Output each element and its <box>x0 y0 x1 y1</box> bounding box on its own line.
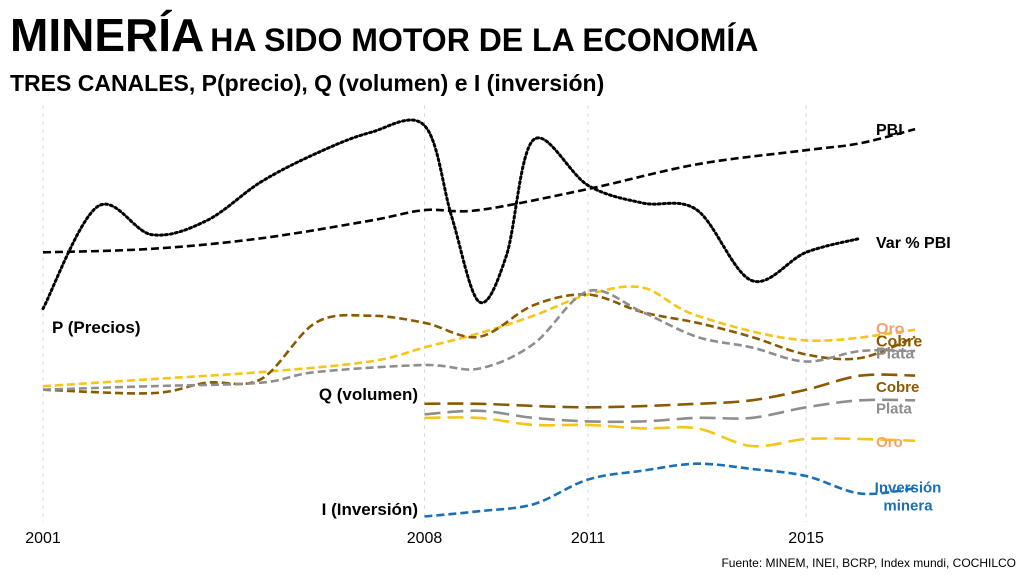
x-tick-2011: 2011 <box>571 530 606 547</box>
series-line-p_plata <box>42 288 916 391</box>
series-line-pbi <box>42 127 916 254</box>
x-axis-ticks: 2001 2008 2011 2015 <box>25 530 824 547</box>
chart-subtitle: TRES CANALES, P(precio), Q (volumen) e I… <box>10 70 605 96</box>
series-label-q_cobre: Cobre <box>876 379 919 396</box>
series-label-pbi: PBI <box>876 122 903 139</box>
series-label-inversion: Inversión minera <box>875 480 942 515</box>
series-label-p_plata: Plata <box>876 346 914 363</box>
x-tick-2008: 2008 <box>407 530 443 547</box>
group-label-inversion: I (Inversión) <box>322 500 418 519</box>
title-main: MINERÍA <box>10 9 205 61</box>
x-tick-2001: 2001 <box>25 530 61 547</box>
series-line-q_cobre <box>424 373 916 409</box>
chart-title: MINERÍA HA SIDO MOTOR DE LA ECONOMÍA <box>10 8 758 62</box>
series-label-var_pbi: Var % PBI <box>876 235 951 252</box>
series-label-p_oro: Oro <box>876 321 905 338</box>
series-line-inversion <box>424 462 916 518</box>
title-rest: HA SIDO MOTOR DE LA ECONOMÍA <box>210 22 759 58</box>
source-note: Fuente: MINEM, INEI, BCRP, Index mundi, … <box>721 556 1016 570</box>
series-line-q_plata <box>424 398 916 424</box>
series-line-p_cobre <box>42 293 916 395</box>
series-label-p_cobre: Cobre <box>876 333 922 350</box>
series-line-p_oro <box>42 285 916 388</box>
series-label-q_oro: Oro <box>876 434 903 451</box>
series-line-q_oro <box>424 416 916 448</box>
group-label-volumen: Q (volumen) <box>319 385 418 404</box>
series-lines <box>41 118 916 518</box>
group-label-precios: P (Precios) <box>52 318 141 337</box>
series-line-var_pbi <box>41 118 863 311</box>
x-tick-2015: 2015 <box>788 530 824 547</box>
series-label-q_plata: Plata <box>876 400 913 417</box>
vertical-grid <box>42 105 807 522</box>
